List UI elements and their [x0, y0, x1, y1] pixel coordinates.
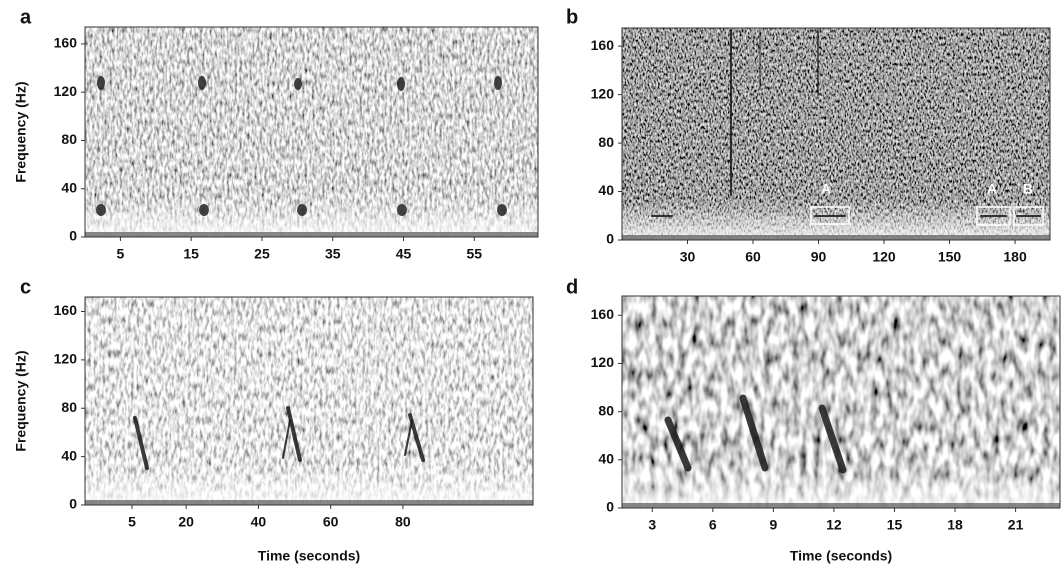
call	[96, 204, 106, 216]
x-axis-label: Time (seconds)	[790, 548, 892, 564]
x-tick-label: 35	[325, 246, 341, 262]
y-axis-label: Frequency (Hz)	[13, 350, 29, 451]
call	[397, 204, 407, 216]
call	[199, 204, 209, 216]
x-tick-label: 21	[1008, 517, 1024, 533]
annotation: A	[821, 181, 831, 197]
x-tick-label: 30	[680, 249, 696, 265]
call	[397, 77, 405, 91]
y-tick-label: 120	[54, 351, 78, 367]
y-tick-label: 0	[69, 228, 77, 244]
x-tick-label: 15	[887, 517, 903, 533]
y-tick-label: 160	[591, 306, 615, 322]
annotation-box	[1013, 206, 1044, 226]
call	[97, 76, 105, 90]
call	[664, 416, 692, 472]
call	[282, 419, 291, 459]
x-tick-label: 5	[128, 514, 136, 530]
x-tick-label: 45	[396, 246, 412, 262]
y-tick-label: 0	[606, 231, 614, 247]
baseline-band	[622, 235, 1050, 240]
panel-label: b	[566, 6, 578, 28]
y-tick-label: 0	[69, 496, 77, 512]
y-tick-label: 120	[591, 354, 615, 370]
y-tick-label: 0	[606, 499, 614, 515]
noise-floor	[85, 465, 533, 505]
x-tick-label: 180	[1003, 249, 1027, 265]
noise-floor	[85, 197, 538, 237]
y-tick-label: 80	[598, 134, 614, 150]
annotation: A	[987, 181, 997, 197]
noise-floor	[622, 468, 1060, 508]
x-tick-label: 40	[251, 514, 267, 530]
y-tick-label: 160	[54, 35, 78, 51]
x-tick-label: 20	[178, 514, 194, 530]
plot-frame	[84, 296, 534, 506]
x-tick-label: 60	[323, 514, 339, 530]
plot-frame	[621, 27, 1051, 241]
x-tick-label: 90	[811, 249, 827, 265]
annotation-box	[810, 206, 850, 225]
call	[404, 419, 413, 456]
x-tick-label: 150	[938, 249, 962, 265]
x-tick-label: 9	[769, 517, 777, 533]
x-axis-label: Time (seconds)	[258, 548, 360, 564]
call	[133, 416, 149, 470]
baseline-band	[622, 503, 1060, 508]
annotation-box	[976, 206, 1011, 226]
x-tick-label: 120	[872, 249, 896, 265]
annotation: B	[1023, 181, 1033, 197]
call	[294, 78, 302, 90]
y-tick-label: 160	[591, 37, 615, 53]
call	[494, 76, 502, 90]
x-tick-label: 18	[947, 517, 963, 533]
call	[739, 394, 769, 472]
call	[286, 406, 302, 462]
y-tick-label: 120	[591, 85, 615, 101]
panel-label: d	[566, 276, 578, 298]
y-axis-label: Frequency (Hz)	[13, 81, 29, 182]
y-tick-label: 80	[61, 399, 77, 415]
x-tick-label: 55	[467, 246, 483, 262]
x-tick-label: 15	[183, 246, 199, 262]
x-tick-label: 80	[395, 514, 411, 530]
panel-label: a	[20, 6, 32, 28]
y-tick-label: 80	[61, 131, 77, 147]
y-tick-label: 40	[598, 451, 614, 467]
x-tick-label: 5	[116, 246, 124, 262]
baseline-band	[85, 232, 538, 237]
x-tick-label: 25	[254, 246, 270, 262]
noise-floor	[622, 200, 1050, 240]
call	[198, 76, 206, 90]
call	[818, 404, 847, 474]
plot-frame	[621, 295, 1061, 509]
y-tick-label: 160	[54, 302, 78, 318]
x-tick-label: 3	[648, 517, 656, 533]
baseline-band	[85, 500, 533, 505]
call	[297, 204, 307, 216]
call	[497, 204, 507, 216]
y-tick-label: 40	[598, 182, 614, 198]
x-tick-label: 60	[745, 249, 761, 265]
y-tick-label: 40	[61, 447, 77, 463]
plot-frame	[84, 26, 539, 238]
y-tick-label: 80	[598, 402, 614, 418]
y-tick-label: 120	[54, 83, 78, 99]
y-tick-label: 40	[61, 179, 77, 195]
x-tick-label: 12	[826, 517, 842, 533]
x-tick-label: 6	[709, 517, 717, 533]
panel-label: c	[20, 276, 31, 298]
